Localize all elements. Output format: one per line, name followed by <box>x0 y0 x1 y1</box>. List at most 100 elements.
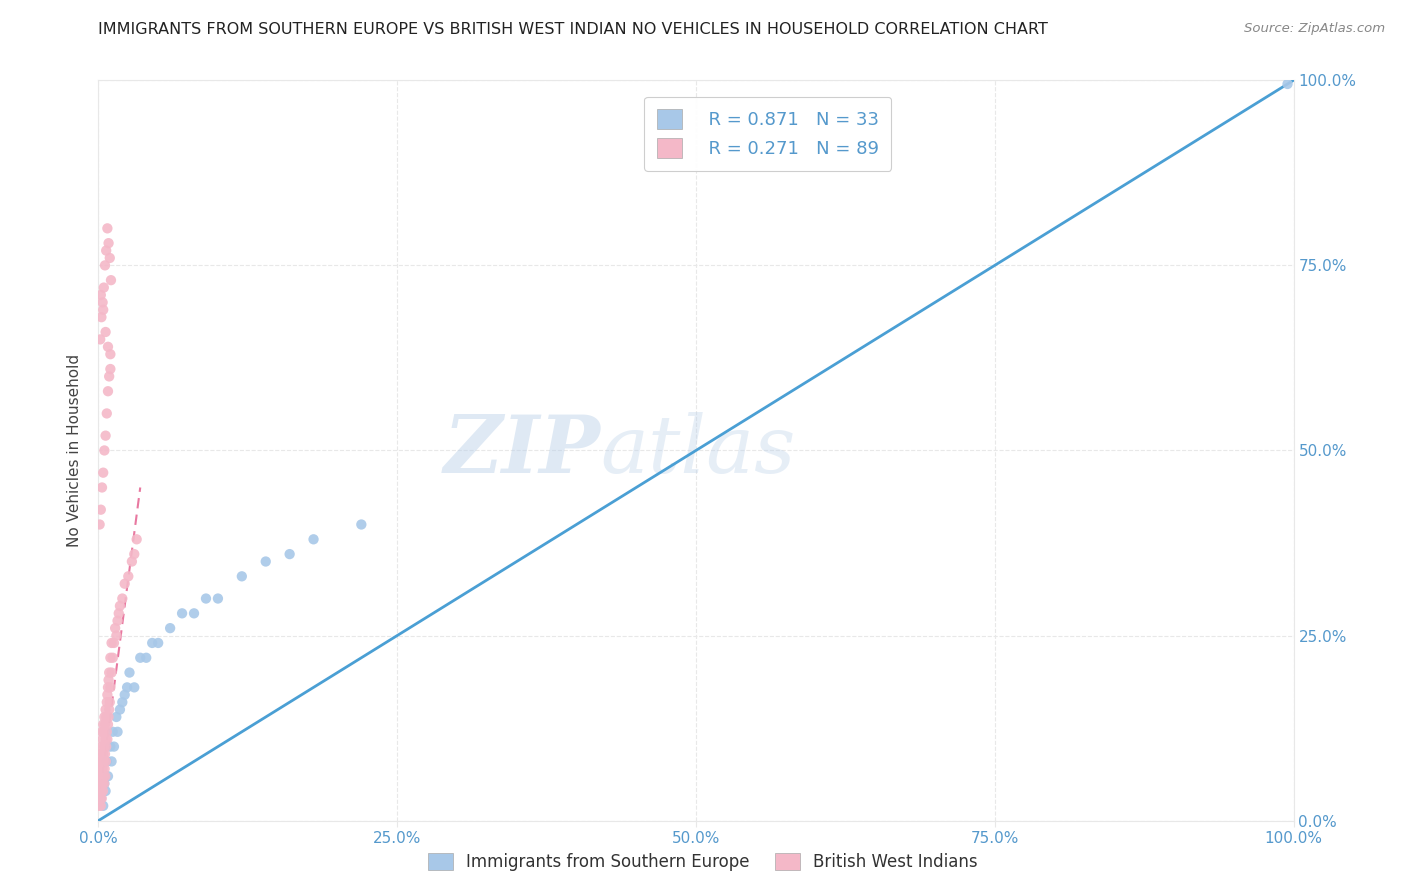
Point <box>135 650 157 665</box>
Point <box>121 555 143 569</box>
Point <box>91 732 114 747</box>
Point <box>93 739 115 754</box>
Point <box>91 295 114 310</box>
Point <box>96 732 118 747</box>
Point <box>96 739 118 754</box>
Point <box>96 724 118 739</box>
Point <box>96 407 118 421</box>
Point <box>91 798 114 813</box>
Point <box>111 695 134 709</box>
Point <box>91 717 114 731</box>
Point <box>90 502 112 516</box>
Legend:   R = 0.871   N = 33,   R = 0.271   N = 89: R = 0.871 N = 33, R = 0.271 N = 89 <box>644 96 891 170</box>
Point <box>100 665 122 680</box>
Point <box>94 703 117 717</box>
Point <box>148 636 170 650</box>
Point <box>141 636 163 650</box>
Point <box>96 695 118 709</box>
Point <box>98 650 122 665</box>
Point <box>91 776 114 791</box>
Point <box>87 798 110 813</box>
Point <box>108 599 131 613</box>
Point <box>105 629 128 643</box>
Point <box>100 755 122 769</box>
Point <box>124 547 146 561</box>
Point <box>98 739 122 754</box>
Point <box>93 776 115 791</box>
Point <box>96 221 118 235</box>
Point <box>90 739 112 754</box>
Text: Source: ZipAtlas.com: Source: ZipAtlas.com <box>1244 22 1385 36</box>
Point <box>172 607 194 621</box>
Point <box>96 688 118 702</box>
Point <box>90 310 112 325</box>
Point <box>91 481 114 495</box>
Point <box>90 747 112 761</box>
Point <box>93 769 115 783</box>
Point <box>194 591 218 606</box>
Point <box>94 747 117 761</box>
Point <box>101 650 124 665</box>
Point <box>207 591 229 606</box>
Point <box>103 636 125 650</box>
Point <box>90 798 112 813</box>
Point <box>159 621 181 635</box>
Point <box>94 428 117 442</box>
Point <box>278 547 301 561</box>
Point <box>129 650 152 665</box>
Point <box>93 280 115 294</box>
Y-axis label: No Vehicles in Household: No Vehicles in Household <box>67 354 83 547</box>
Point <box>91 762 114 776</box>
Point <box>100 273 122 287</box>
Text: ZIP: ZIP <box>443 412 600 489</box>
Text: atlas: atlas <box>600 412 796 489</box>
Point <box>100 636 122 650</box>
Point <box>94 732 117 747</box>
Point <box>89 769 111 783</box>
Point <box>115 681 138 695</box>
Point <box>101 724 124 739</box>
Point <box>94 717 117 731</box>
Point <box>91 302 114 317</box>
Point <box>93 776 115 791</box>
Point <box>104 621 127 635</box>
Point <box>98 251 121 265</box>
Point <box>98 681 122 695</box>
Point <box>93 724 115 739</box>
Point <box>91 747 114 761</box>
Point <box>114 576 136 591</box>
Point <box>103 739 125 754</box>
Point <box>89 517 111 532</box>
Point <box>94 325 117 339</box>
Point <box>231 569 253 583</box>
Point <box>89 791 111 805</box>
Legend: Immigrants from Southern Europe, British West Indians: Immigrants from Southern Europe, British… <box>420 845 986 880</box>
Point <box>97 681 120 695</box>
Point <box>124 681 146 695</box>
Point <box>90 762 112 776</box>
Point <box>96 710 118 724</box>
Point <box>89 333 111 347</box>
Point <box>98 369 121 384</box>
Point <box>96 244 118 258</box>
Point <box>107 724 129 739</box>
Point <box>93 710 115 724</box>
Point <box>94 755 117 769</box>
Point <box>90 784 112 798</box>
Point <box>98 362 122 376</box>
Point <box>117 569 139 583</box>
Point <box>97 710 120 724</box>
Point <box>93 755 115 769</box>
Point <box>98 665 121 680</box>
Point <box>114 688 136 702</box>
Point <box>90 791 112 805</box>
Point <box>97 236 120 251</box>
Point <box>97 340 120 354</box>
Point <box>96 755 118 769</box>
Point <box>93 443 115 458</box>
Point <box>107 607 129 621</box>
Point <box>108 703 131 717</box>
Point <box>254 555 277 569</box>
Point <box>90 288 112 302</box>
Point <box>111 591 134 606</box>
